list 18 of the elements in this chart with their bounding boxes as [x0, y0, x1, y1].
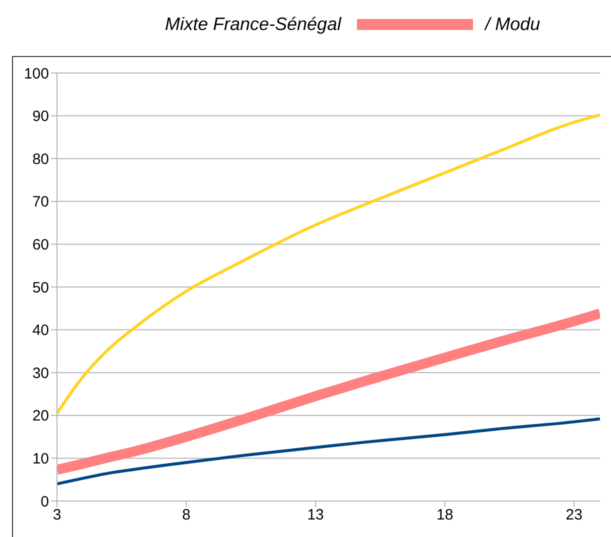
text: / Modu: [485, 14, 540, 35]
y-tick-label: 0: [40, 493, 49, 510]
y-tick-label: 20: [32, 408, 49, 425]
x-tick-label: 23: [566, 506, 582, 524]
y-tick-label: 80: [32, 150, 49, 168]
y-tick-label: 90: [32, 108, 49, 126]
y-tick-label: 10: [32, 450, 49, 468]
text: Mixte France-Sénégal: [165, 14, 342, 35]
x-tick-label: 13: [307, 506, 324, 524]
x-tick-label: 18: [436, 506, 454, 524]
y-tick-label: 30: [32, 364, 49, 382]
x-tick-label: 8: [182, 506, 190, 524]
x-tick-label: 3: [52, 506, 62, 524]
y-tick-label: 60: [32, 236, 49, 254]
y-tick-label: 70: [32, 194, 49, 211]
y-tick-label: 100: [24, 65, 49, 82]
y-tick-label: 40: [32, 322, 49, 340]
y-tick-label: 50: [32, 279, 49, 296]
